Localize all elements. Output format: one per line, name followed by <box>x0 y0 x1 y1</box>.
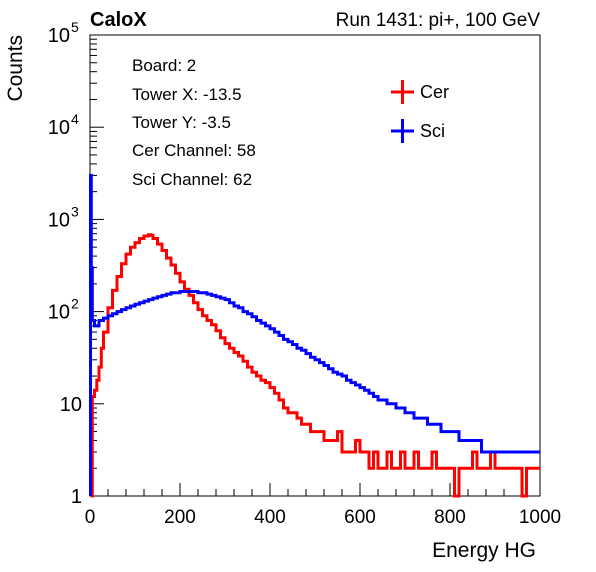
legend-label-sci: Sci <box>420 121 445 141</box>
legend-label-cer: Cer <box>420 82 449 102</box>
legend-item-cer: Cer <box>391 80 449 104</box>
info-tower-x: Tower X: -13.5 <box>132 85 242 104</box>
x-axis-label: Energy HG <box>432 539 536 562</box>
info-cer-channel: Cer Channel: 58 <box>132 141 256 160</box>
chart-title-left: CaloX <box>90 9 147 31</box>
info-sci-channel: Sci Channel: 62 <box>132 170 252 189</box>
info-tower-y: Tower Y: -3.5 <box>132 113 231 132</box>
series-sci-line <box>89 173 540 496</box>
x-tick-label: 0 <box>85 507 96 528</box>
series-cer-line <box>90 233 540 498</box>
legend-item-sci: Sci <box>391 119 445 143</box>
y-axis-label: Counts <box>4 35 27 102</box>
y-tick-label: 10 <box>48 117 70 139</box>
x-axis: 0 200 400 600 800 1000 <box>85 483 561 528</box>
series-layer <box>89 173 540 498</box>
y-tick-label: 10 <box>48 302 70 324</box>
x-tick-label: 1000 <box>519 507 561 528</box>
x-tick-label: 600 <box>344 507 376 528</box>
y-tick-exponent: 5 <box>71 19 79 35</box>
y-tick-exponent: 3 <box>71 203 79 219</box>
y-tick-exponent: 2 <box>71 296 79 312</box>
plot-frame <box>89 34 541 497</box>
x-tick-label: 800 <box>434 507 466 528</box>
x-tick-label: 200 <box>164 507 196 528</box>
y-tick-label: 10 <box>48 209 70 231</box>
info-box: Board: 2 Tower X: -13.5 Tower Y: -3.5 Ce… <box>132 56 256 189</box>
info-board: Board: 2 <box>132 56 196 75</box>
legend: Cer Sci <box>391 80 449 143</box>
y-tick-label: 10 <box>60 394 82 416</box>
y-tick-label: 10 <box>48 25 70 47</box>
y-tick-label: 1 <box>71 486 82 508</box>
y-tick-exponent: 4 <box>71 111 79 127</box>
chart-title-right: Run 1431: pi+, 100 GeV <box>336 10 541 31</box>
x-tick-label: 400 <box>254 507 286 528</box>
